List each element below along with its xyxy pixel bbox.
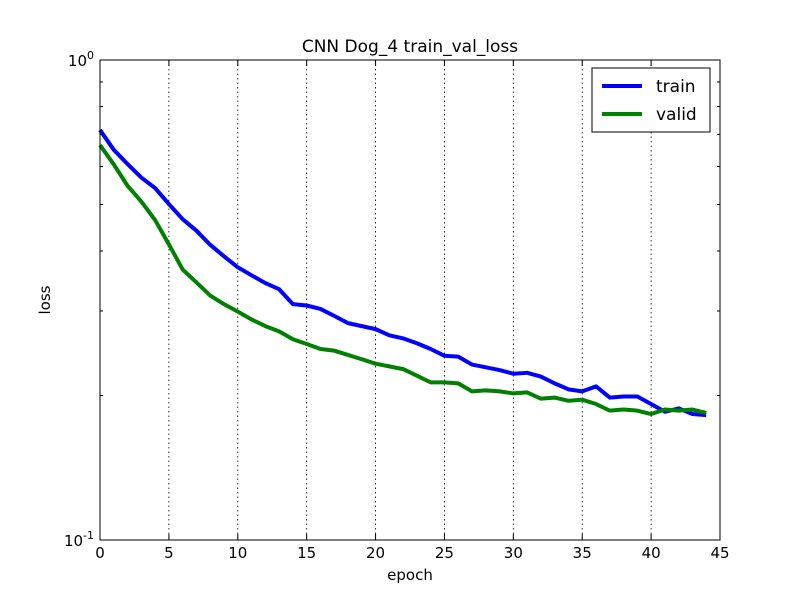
- series-line-valid: [98, 143, 707, 417]
- series-line-train: [98, 128, 707, 418]
- x-tick-label: 0: [95, 544, 105, 562]
- legend-box: [591, 67, 711, 133]
- legend: train valid: [591, 67, 711, 133]
- y-tick-label: 10-1: [64, 529, 94, 550]
- x-tick-label: 15: [297, 544, 316, 562]
- legend-label-train: train: [656, 77, 696, 97]
- plot-frame: [99, 59, 721, 541]
- chart-title: CNN Dog_4 train_val_loss: [302, 37, 518, 57]
- x-tick-label: 25: [435, 544, 454, 562]
- x-tick-label: 10: [228, 544, 247, 562]
- y-axis-label: loss: [36, 285, 54, 314]
- grid: [168, 60, 652, 540]
- x-tick-label: 30: [504, 544, 523, 562]
- x-tick-label: 45: [710, 544, 729, 562]
- plot-area: [100, 60, 720, 540]
- series-group: [98, 128, 707, 418]
- x-tick-label: 20: [366, 544, 385, 562]
- x-tick-label: 35: [573, 544, 592, 562]
- legend-label-valid: valid: [656, 105, 697, 125]
- x-axis-label: epoch: [387, 566, 433, 584]
- y-tick-label: 100: [68, 49, 94, 70]
- x-tick-label: 40: [642, 544, 661, 562]
- x-tick-label: 5: [164, 544, 174, 562]
